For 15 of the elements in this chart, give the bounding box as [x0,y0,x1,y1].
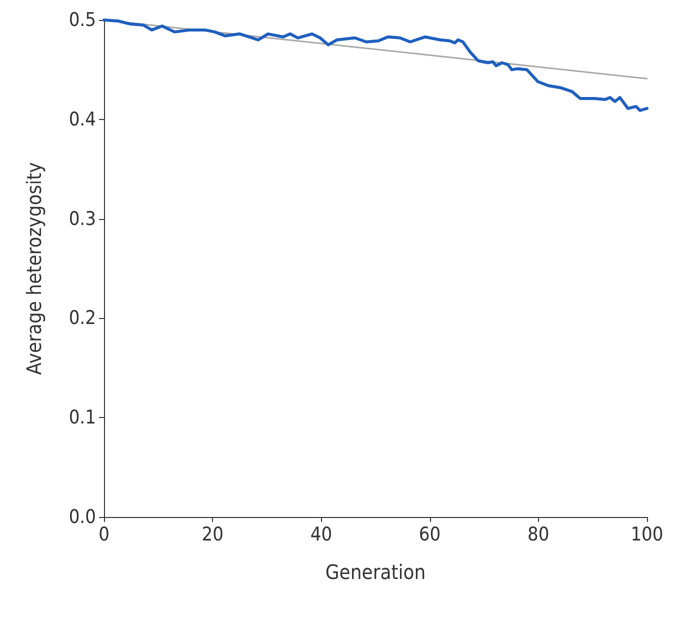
y-tick-label: 0.4 [68,108,96,130]
y-tick-label: 0.1 [68,406,96,429]
x-tick-label: 80 [528,524,550,546]
x-tick-label: 60 [418,524,441,546]
line-series [102,18,648,112]
x-tick-label: 0 [98,524,110,546]
y-tick-label: 0.3 [68,208,96,230]
x-axis-title: Generation [325,560,426,584]
x-tick-label: 20 [202,524,224,546]
y-tick-label: 0.5 [68,9,96,31]
x-tick-label: 100 [630,524,664,546]
y-axis-title: Average heterozygosity [22,162,46,375]
y-tick-label: 0.0 [68,506,96,528]
x-tick-label: 40 [310,524,332,546]
y-tick-label: 0.2 [68,307,96,330]
